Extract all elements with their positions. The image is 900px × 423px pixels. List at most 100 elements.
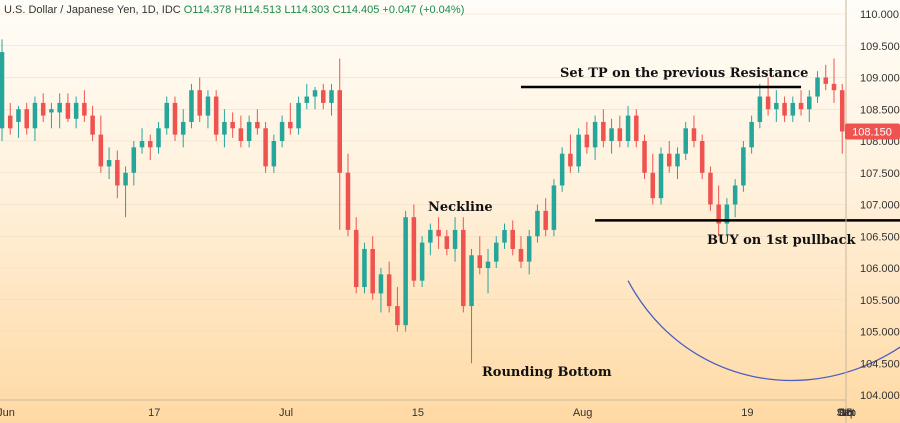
candle-body [518, 248, 524, 262]
candle-body [543, 210, 548, 230]
y-tick-label: 107.000 [860, 200, 900, 212]
candle [452, 217, 458, 262]
candle-body [98, 134, 104, 167]
candle [493, 236, 499, 268]
candle-body [337, 90, 343, 173]
buy-label: BUY on 1st pullback [707, 233, 857, 248]
candle [650, 153, 656, 205]
candle [576, 128, 581, 173]
candle-body [312, 90, 318, 97]
candle-body [279, 121, 285, 141]
candle-body [106, 160, 112, 167]
y-tick-label: 107.500 [860, 168, 900, 180]
candle [403, 210, 408, 332]
candle [73, 96, 79, 129]
ohlc-close: C114.405 [332, 4, 380, 16]
candle [271, 134, 277, 173]
y-tick-label: 104.500 [860, 358, 900, 370]
candle [782, 96, 787, 122]
y-tick-label: 109.000 [860, 73, 900, 85]
candle [16, 106, 21, 138]
candle-body [271, 141, 277, 167]
candle [40, 93, 46, 122]
candle-body [172, 102, 178, 135]
candle-body [461, 229, 466, 307]
candle-body [724, 204, 730, 224]
candle [617, 115, 623, 148]
candle [164, 96, 170, 135]
ohlc-high: H114.513 [234, 4, 282, 16]
candle [156, 121, 161, 154]
y-tick-label: 104.000 [860, 390, 900, 402]
candle [535, 204, 540, 243]
candle [288, 102, 293, 135]
x-tick-label: 17 [148, 407, 160, 419]
candle-body [345, 172, 351, 230]
y-tick-label: 109.500 [860, 41, 900, 53]
candle-body [321, 90, 326, 103]
symbol-header: U.S. Dollar / Japanese Yen, 1D, IDC O114… [4, 4, 464, 16]
candle [699, 134, 705, 180]
candle-body [749, 121, 754, 148]
candle-body [428, 229, 433, 243]
candle [839, 83, 845, 154]
candle-body [625, 115, 631, 141]
candle-body [807, 96, 812, 110]
candle-body [502, 229, 507, 243]
candle-body [82, 102, 87, 116]
candle-body [510, 229, 515, 249]
y-tick-label: 108.500 [860, 104, 900, 116]
candle [98, 115, 104, 173]
candle-body [584, 134, 590, 148]
candle-body [16, 109, 21, 122]
candle-body [230, 121, 235, 129]
candle-body [741, 147, 746, 186]
candle [815, 71, 820, 103]
candle-body [57, 102, 62, 113]
candle-body [362, 248, 367, 288]
candle [732, 179, 738, 218]
candle [551, 179, 557, 237]
candle-body [288, 121, 293, 129]
candle-body [617, 128, 623, 141]
y-tick-label: 110.000 [860, 9, 899, 21]
candle-body [197, 90, 202, 116]
candle-body [815, 77, 820, 97]
candle [370, 236, 375, 300]
candle-body [666, 153, 672, 167]
candle-body [592, 121, 598, 148]
candle [337, 58, 343, 230]
candle-body [576, 134, 581, 167]
candle [57, 93, 62, 129]
candle-body [148, 141, 153, 148]
x-tick-label: 19 [741, 407, 753, 419]
candle-body [452, 229, 458, 249]
candle-body [419, 242, 425, 281]
candle [757, 83, 763, 129]
resistance-label: Set TP on the previous Resistance [560, 66, 808, 81]
candle [741, 141, 746, 192]
candle [222, 109, 227, 148]
y-tick-label: 105.500 [860, 295, 900, 307]
candle-body [559, 153, 565, 186]
candle [362, 242, 367, 294]
candle [716, 185, 721, 237]
x-tick-label: Jul [279, 407, 293, 419]
candle [172, 96, 178, 141]
candle-body [790, 102, 796, 116]
candle [189, 83, 194, 129]
candle [24, 102, 29, 135]
candle [823, 64, 829, 91]
candle-body [823, 77, 829, 84]
candle-body [222, 121, 227, 135]
candle [90, 106, 95, 141]
candle-body [24, 109, 29, 129]
y-tick-label: 106.000 [860, 263, 900, 275]
candle [419, 236, 425, 288]
candle [724, 198, 730, 237]
candle-body [658, 153, 664, 199]
candle [675, 147, 680, 180]
current-price-tag-bg [845, 123, 900, 140]
candle [7, 102, 13, 135]
